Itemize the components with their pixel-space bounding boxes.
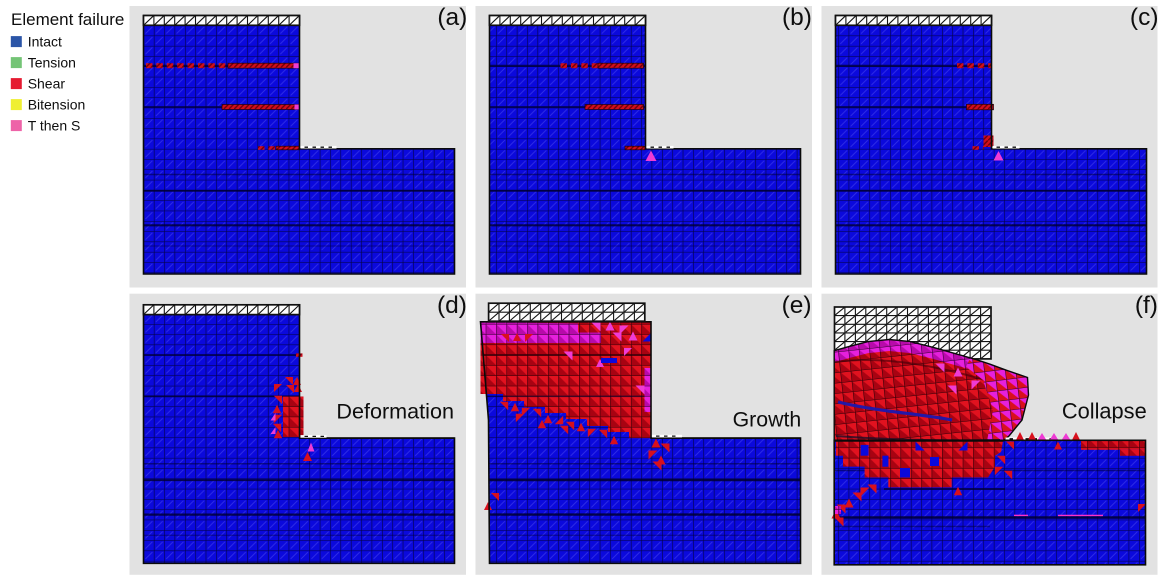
svg-text:Intact: Intact <box>28 34 62 50</box>
svg-text:T then S: T then S <box>28 118 81 134</box>
svg-text:Bitension: Bitension <box>28 97 86 113</box>
svg-text:Tension: Tension <box>28 55 76 71</box>
svg-text:Element failure: Element failure <box>11 10 124 29</box>
svg-text:(f): (f) <box>1135 292 1158 319</box>
svg-text:(b): (b) <box>782 4 812 31</box>
svg-text:Growth: Growth <box>733 408 802 432</box>
svg-text:Deformation: Deformation <box>336 399 454 424</box>
svg-text:(d): (d) <box>437 292 467 319</box>
svg-text:(a): (a) <box>437 4 467 31</box>
svg-text:Shear: Shear <box>28 76 66 92</box>
svg-text:Collapse: Collapse <box>1062 398 1147 423</box>
svg-text:(e): (e) <box>782 292 812 319</box>
svg-text:(c): (c) <box>1130 4 1159 31</box>
